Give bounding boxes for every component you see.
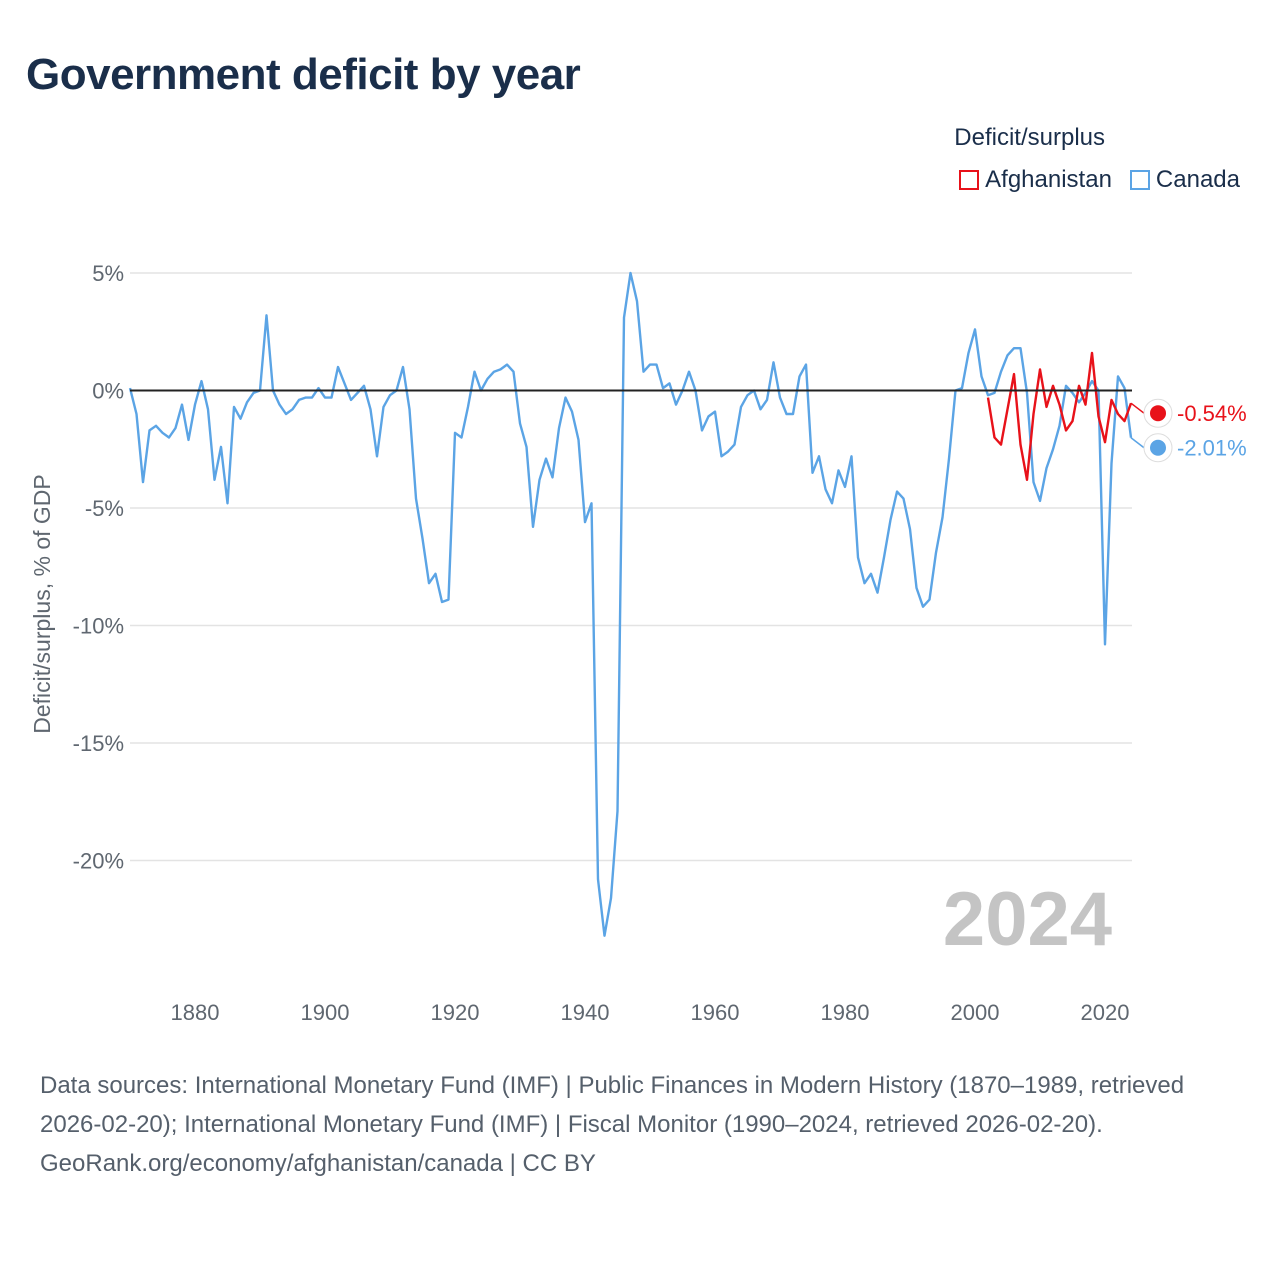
x-tick-label: 1960	[691, 1000, 740, 1025]
y-axis-title: Deficit/surplus, % of GDP	[29, 474, 55, 733]
x-axis-labels: 1880 1900 1920 1940 1960 1980 2000 2020	[171, 1000, 1130, 1025]
legend-swatch-canada	[1129, 170, 1150, 190]
data-sources: Data sources: International Monetary Fun…	[40, 1072, 1185, 1138]
x-tick-label: 2000	[951, 1000, 1000, 1025]
y-tick-label: -15%	[73, 731, 124, 756]
footer: Data sources: International Monetary Fun…	[40, 1066, 1240, 1183]
x-tick-label: 1880	[171, 1000, 220, 1025]
end-dot-afghanistan	[1150, 405, 1166, 422]
x-tick-label: 2020	[1081, 1000, 1130, 1025]
credit-link[interactable]: GeoRank.org/economy/afghanistan/canada |…	[40, 1150, 596, 1177]
end-value-label-afghanistan: -0.54%	[1177, 401, 1247, 426]
legend-label-canada: Canada	[1155, 166, 1240, 193]
legend-item-afghanistan[interactable]: Afghanistan	[959, 166, 1112, 194]
series-lines	[128, 271, 1133, 937]
y-tick-label: 0%	[92, 379, 124, 404]
legend-label-afghanistan: Afghanistan	[985, 166, 1112, 193]
x-tick-label: 1900	[301, 1000, 350, 1025]
y-tick-label: -5%	[85, 496, 124, 521]
y-tick-label: 5%	[92, 261, 124, 286]
end-connector-afghanistan	[1130, 402, 1145, 414]
x-tick-label: 1920	[431, 1000, 480, 1025]
end-dot-canada	[1150, 439, 1166, 456]
y-axis-labels: 5% 0% -5% -10% -15% -20%	[73, 261, 124, 874]
y-tick-label: -10%	[73, 614, 124, 639]
gridlines	[130, 272, 1132, 862]
legend-swatch-afghanistan	[959, 170, 980, 190]
current-year-watermark: 2024	[943, 877, 1112, 962]
end-connector-canada	[1130, 437, 1145, 449]
x-tick-label: 1940	[561, 1000, 610, 1025]
y-tick-label: -20%	[73, 849, 124, 874]
legend: Afghanistan Canada	[959, 166, 1240, 194]
end-value-label-canada: -2.01%	[1177, 436, 1247, 461]
end-markers: -0.54% -2.01%	[1130, 398, 1247, 463]
series-line-canada[interactable]	[128, 271, 1133, 937]
series-line-afghanistan[interactable]	[986, 351, 1133, 481]
line-chart: 5% 0% -5% -10% -15% -20% 1880 1900 1920 1940 1960…	[29, 261, 1247, 1025]
x-tick-label: 1980	[821, 1000, 870, 1025]
legend-item-canada[interactable]: Canada	[1129, 166, 1240, 194]
chart-title: Government deficit by year	[26, 50, 581, 99]
legend-title: Deficit/surplus	[954, 124, 1105, 151]
